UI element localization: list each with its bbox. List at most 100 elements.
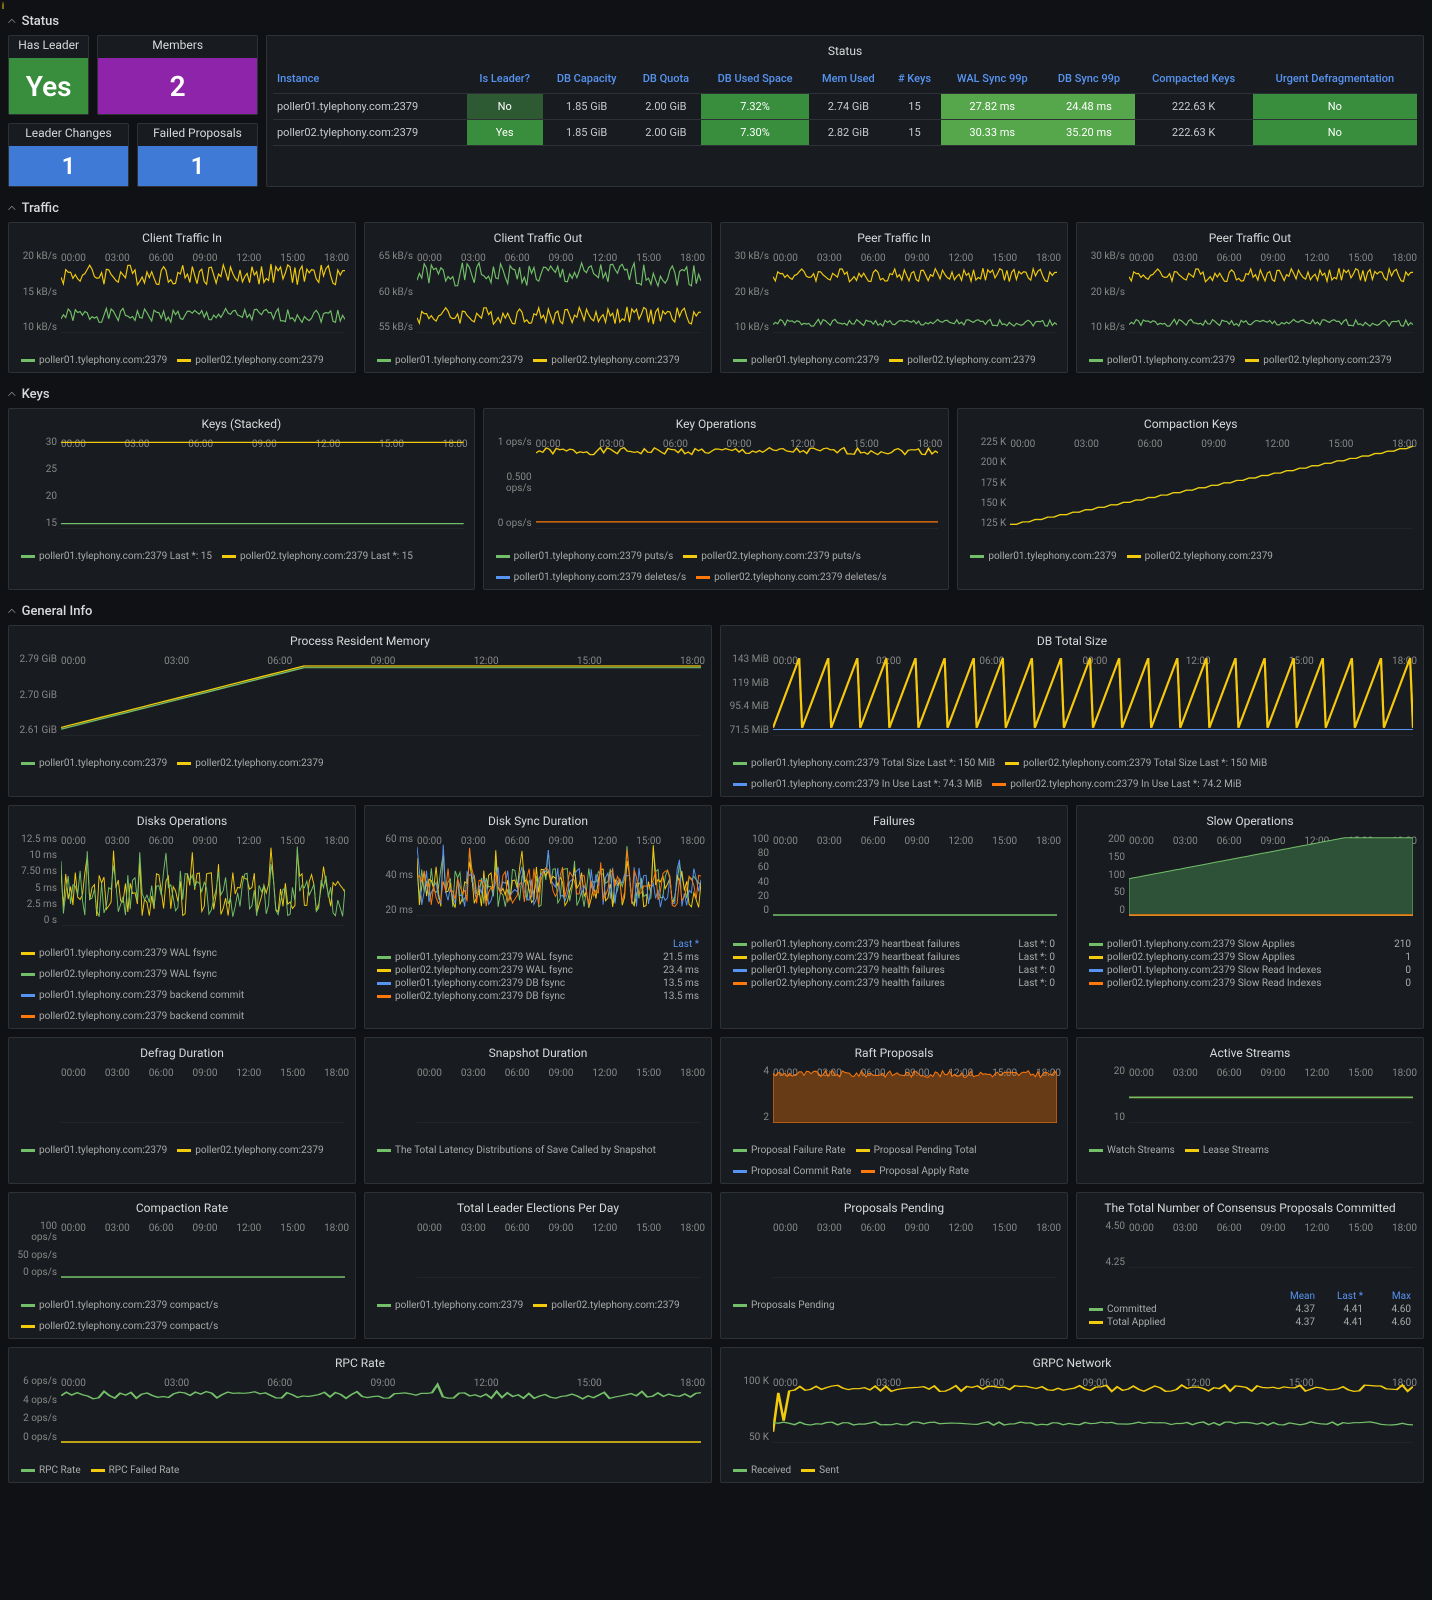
legend-item[interactable]: poller01.tylephony.com:2379 Slow Read In… <box>1083 964 1417 977</box>
chart-panel[interactable]: Disk Sync Duration60 ms40 ms20 ms00:0003… <box>364 805 712 1029</box>
legend-item[interactable]: poller01.tylephony.com:2379 puts/s <box>496 551 674 562</box>
legend-item[interactable]: poller01.tylephony.com:2379 <box>970 551 1116 562</box>
legend-item[interactable]: Proposal Apply Rate <box>861 1166 969 1177</box>
th[interactable]: DB Quota <box>631 64 702 94</box>
chart-panel[interactable]: iProposals Pending00:0003:0006:0009:0012… <box>720 1192 1068 1339</box>
th[interactable]: Mem Used <box>809 64 888 94</box>
chart-panel[interactable]: Compaction Rate100 ops/s50 ops/s0 ops/s0… <box>8 1192 356 1339</box>
stat-leader-changes[interactable]: Leader Changes 1 <box>8 123 129 187</box>
section-general[interactable]: General Info <box>8 598 1424 625</box>
legend-item[interactable]: poller01.tylephony.com:2379 <box>21 758 167 769</box>
legend-item[interactable]: poller02.tylephony.com:2379 <box>533 1300 679 1311</box>
legend-item[interactable]: Sent <box>801 1465 839 1476</box>
chart-panel[interactable]: Keys (Stacked)3025201500:0003:0006:0009:… <box>8 408 475 590</box>
legend-item[interactable]: poller02.tylephony.com:2379 <box>1245 355 1391 366</box>
legend-item[interactable]: poller01.tylephony.com:2379 <box>377 355 523 366</box>
legend-item[interactable]: poller02.tylephony.com:2379 <box>533 355 679 366</box>
legend-item[interactable]: poller01.tylephony.com:2379 <box>1089 355 1235 366</box>
th[interactable]: DB Capacity <box>543 64 631 94</box>
stat-failed-proposals[interactable]: Failed Proposals 1 <box>137 123 258 187</box>
legend-item[interactable]: poller01.tylephony.com:2379 <box>377 1300 523 1311</box>
legend-item[interactable]: Committed4.374.414.60 <box>1083 1303 1417 1316</box>
legend-item[interactable]: RPC Rate <box>21 1465 81 1476</box>
legend-item[interactable]: poller01.tylephony.com:2379 DB fsync13.5… <box>371 977 705 990</box>
legend-item[interactable]: poller02.tylephony.com:2379 In Use Last … <box>992 779 1241 790</box>
legend-item[interactable]: poller01.tylephony.com:2379 <box>21 1145 167 1156</box>
legend-item[interactable]: RPC Failed Rate <box>91 1465 180 1476</box>
legend-item[interactable]: poller01.tylephony.com:2379 Last *: 15 <box>21 551 212 562</box>
legend-item[interactable]: poller02.tylephony.com:2379 puts/s <box>683 551 861 562</box>
legend-item[interactable]: poller02.tylephony.com:2379 <box>1127 551 1273 562</box>
chart-panel[interactable]: Slow Operations20015010050000:0003:0006:… <box>1076 805 1424 1029</box>
legend-item[interactable]: poller02.tylephony.com:2379 WAL fsync <box>21 969 217 980</box>
legend-item[interactable]: poller02.tylephony.com:2379 <box>177 758 323 769</box>
legend-item[interactable]: poller01.tylephony.com:2379 Total Size L… <box>733 758 995 769</box>
legend-item[interactable]: poller02.tylephony.com:2379 health failu… <box>727 977 1061 990</box>
section-status[interactable]: Status <box>8 8 1424 35</box>
legend-item[interactable]: Proposal Commit Rate <box>733 1166 851 1177</box>
legend-item[interactable]: poller02.tylephony.com:2379 Slow Read In… <box>1083 977 1417 990</box>
chart-panel[interactable]: GRPC Network100 K50 K00:0003:0006:0009:0… <box>720 1347 1424 1483</box>
chart-panel[interactable]: Failures10080604020000:0003:0006:0009:00… <box>720 805 1068 1029</box>
legend-item[interactable]: Watch Streams <box>1089 1145 1175 1156</box>
chart-panel[interactable]: iRaft Proposals4200:0003:0006:0009:0012:… <box>720 1037 1068 1184</box>
legend-item[interactable]: poller01.tylephony.com:2379 health failu… <box>727 964 1061 977</box>
chart-panel[interactable]: Disks Operations12.5 ms10 ms7.50 ms5 ms2… <box>8 805 356 1029</box>
legend-item[interactable]: poller02.tylephony.com:2379 heartbeat fa… <box>727 951 1061 964</box>
section-keys[interactable]: Keys <box>8 381 1424 408</box>
chart-panel[interactable]: Key Operations1 ops/s0.500 ops/s0 ops/s0… <box>483 408 950 590</box>
legend-item[interactable]: poller02.tylephony.com:2379 Last *: 15 <box>222 551 413 562</box>
chart-panel[interactable]: iSnapshot Duration00:0003:0006:0009:0012… <box>364 1037 712 1184</box>
legend-item[interactable]: poller02.tylephony.com:2379 <box>177 355 323 366</box>
legend-item[interactable]: poller01.tylephony.com:2379 deletes/s <box>496 572 686 583</box>
stat-has-leader[interactable]: Has Leader Yes <box>8 35 89 115</box>
legend-item[interactable]: poller01.tylephony.com:2379 WAL fsync21.… <box>371 951 705 964</box>
th[interactable]: Instance <box>273 64 467 94</box>
stat-members[interactable]: Members 2 <box>97 35 258 115</box>
th[interactable]: Urgent Defragmentation <box>1253 64 1417 94</box>
th[interactable]: DB Used Space <box>701 64 809 94</box>
th[interactable]: Is Leader? <box>467 64 543 94</box>
legend-item[interactable]: The Total Latency Distributions of Save … <box>377 1145 656 1156</box>
legend-item[interactable]: poller01.tylephony.com:2379 heartbeat fa… <box>727 938 1061 951</box>
legend-item[interactable]: Received <box>733 1465 791 1476</box>
legend-item[interactable]: poller02.tylephony.com:2379 compact/s <box>21 1321 218 1332</box>
chart-panel[interactable]: Peer Traffic Out30 kB/s20 kB/s10 kB/s00:… <box>1076 222 1424 373</box>
chart-panel[interactable]: Peer Traffic In30 kB/s20 kB/s10 kB/s00:0… <box>720 222 1068 373</box>
legend-item[interactable]: poller02.tylephony.com:2379 WAL fsync23.… <box>371 964 705 977</box>
chart-panel[interactable]: Total Leader Elections Per Day00:0003:00… <box>364 1192 712 1339</box>
legend-item[interactable]: poller01.tylephony.com:2379 WAL fsync <box>21 948 217 959</box>
th[interactable]: WAL Sync 99p <box>941 64 1043 94</box>
th[interactable]: # Keys <box>888 64 941 94</box>
chart-panel[interactable]: Process Resident Memory2.79 GiB2.70 GiB2… <box>8 625 712 797</box>
section-traffic[interactable]: Traffic <box>8 195 1424 222</box>
legend-item[interactable]: poller01.tylephony.com:2379 backend comm… <box>21 990 244 1001</box>
legend-item[interactable]: Lease Streams <box>1185 1145 1269 1156</box>
legend-item[interactable]: poller02.tylephony.com:2379 <box>177 1145 323 1156</box>
th[interactable]: Compacted Keys <box>1135 64 1253 94</box>
chart-panel[interactable]: DB Total Size143 MiB119 MiB95.4 MiB71.5 … <box>720 625 1424 797</box>
legend-item[interactable]: Proposal Pending Total <box>856 1145 977 1156</box>
chart-panel[interactable]: RPC Rate6 ops/s4 ops/s2 ops/s0 ops/s00:0… <box>8 1347 712 1483</box>
legend-item[interactable]: Proposal Failure Rate <box>733 1145 846 1156</box>
legend-item[interactable]: Proposals Pending <box>733 1300 835 1311</box>
chart-panel[interactable]: Defrag Duration00:0003:0006:0009:0012:00… <box>8 1037 356 1184</box>
chart-panel[interactable]: Compaction Keys225 K200 K175 K150 K125 K… <box>957 408 1424 590</box>
chart-panel[interactable]: iThe Total Number of Consensus Proposals… <box>1076 1192 1424 1339</box>
legend-item[interactable]: poller02.tylephony.com:2379 <box>889 355 1035 366</box>
legend-item[interactable]: poller01.tylephony.com:2379 In Use Last … <box>733 779 982 790</box>
legend-item[interactable]: poller02.tylephony.com:2379 Slow Applies… <box>1083 951 1417 964</box>
legend-item[interactable]: poller01.tylephony.com:2379 compact/s <box>21 1300 218 1311</box>
legend-item[interactable]: poller01.tylephony.com:2379 Slow Applies… <box>1083 938 1417 951</box>
legend-item[interactable]: poller02.tylephony.com:2379 deletes/s <box>696 572 886 583</box>
th[interactable]: DB Sync 99p <box>1043 64 1134 94</box>
chart-panel[interactable]: Client Traffic In20 kB/s15 kB/s10 kB/s00… <box>8 222 356 373</box>
chart-panel[interactable]: Client Traffic Out65 kB/s60 kB/s55 kB/s0… <box>364 222 712 373</box>
chart-panel[interactable]: Active Streams201000:0003:0006:0009:0012… <box>1076 1037 1424 1184</box>
legend-item[interactable]: poller02.tylephony.com:2379 DB fsync13.5… <box>371 990 705 1003</box>
legend-item[interactable]: Total Applied4.374.414.60 <box>1083 1316 1417 1329</box>
legend-item[interactable]: poller02.tylephony.com:2379 backend comm… <box>21 1011 244 1022</box>
legend-item[interactable]: poller01.tylephony.com:2379 <box>733 355 879 366</box>
legend-item[interactable]: poller01.tylephony.com:2379 <box>21 355 167 366</box>
legend-item[interactable]: poller02.tylephony.com:2379 Total Size L… <box>1005 758 1267 769</box>
